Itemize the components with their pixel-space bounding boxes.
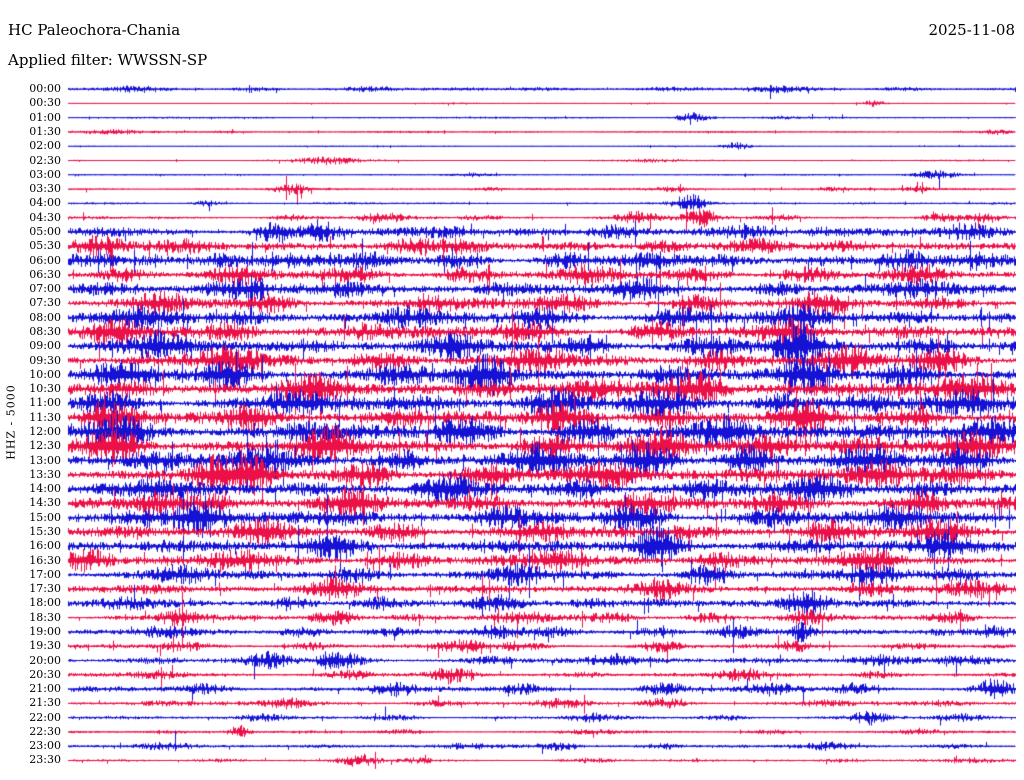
time-label: 08:00: [29, 310, 61, 324]
time-label: 20:30: [29, 667, 61, 681]
time-label: 21:30: [29, 696, 61, 710]
time-label: 00:00: [29, 82, 61, 96]
time-label: 02:00: [29, 139, 61, 153]
time-label: 23:30: [29, 753, 61, 767]
time-label: 18:30: [29, 610, 61, 624]
time-label: 02:30: [29, 153, 61, 167]
time-label: 17:00: [29, 567, 61, 581]
time-label: 23:00: [29, 739, 61, 753]
time-label: 18:00: [29, 596, 61, 610]
time-label: 15:30: [29, 524, 61, 538]
time-label: 00:30: [29, 96, 61, 110]
time-label: 14:30: [29, 496, 61, 510]
time-label: 22:30: [29, 724, 61, 738]
time-label: 22:00: [29, 710, 61, 724]
time-label: 20:00: [29, 653, 61, 667]
time-label: 12:00: [29, 424, 61, 438]
time-label: 15:00: [29, 510, 61, 524]
time-label: 13:00: [29, 453, 61, 467]
time-label: 16:00: [29, 539, 61, 553]
time-label: 05:00: [29, 224, 61, 238]
time-label: 10:30: [29, 382, 61, 396]
time-label: 19:00: [29, 624, 61, 638]
time-label: 21:00: [29, 682, 61, 696]
time-label: 04:30: [29, 210, 61, 224]
date-label: 2025-11-08: [928, 21, 1015, 39]
time-label: 03:30: [29, 182, 61, 196]
time-label: 14:00: [29, 482, 61, 496]
time-label: 16:30: [29, 553, 61, 567]
time-label: 07:00: [29, 282, 61, 296]
time-label: 03:00: [29, 167, 61, 181]
time-label: 04:00: [29, 196, 61, 210]
time-label: 13:30: [29, 467, 61, 481]
time-label: 11:00: [29, 396, 61, 410]
time-label: 12:30: [29, 439, 61, 453]
station-title: HC Paleochora-Chania: [8, 21, 181, 39]
seismogram-traces: [64, 80, 1016, 780]
time-label: 07:30: [29, 296, 61, 310]
time-label: 09:00: [29, 339, 61, 353]
time-label: 11:30: [29, 410, 61, 424]
time-label: 05:30: [29, 239, 61, 253]
time-label: 17:30: [29, 582, 61, 596]
time-label: 19:30: [29, 639, 61, 653]
filter-label: Applied filter: WWSSN-SP: [8, 51, 208, 69]
time-label: 09:30: [29, 353, 61, 367]
time-label: 08:30: [29, 324, 61, 338]
time-label: 10:00: [29, 367, 61, 381]
time-label: 06:00: [29, 253, 61, 267]
time-label: 06:30: [29, 267, 61, 281]
time-label: 01:30: [29, 124, 61, 138]
time-label: 01:00: [29, 110, 61, 124]
